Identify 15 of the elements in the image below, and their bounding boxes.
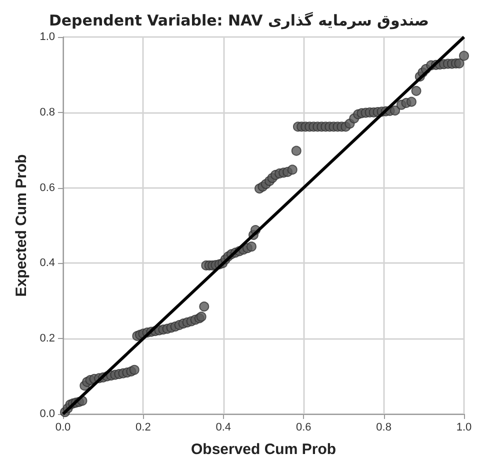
x-tick-label: 0.4	[216, 422, 232, 434]
y-tick-label: 0.2	[40, 332, 55, 345]
x-tick-label: 0.8	[376, 422, 392, 434]
y-axis-title: Expected Cum Prob	[12, 154, 30, 297]
x-axis-title: Observed Cum Prob	[190, 441, 336, 458]
x-tick-label: 0.2	[136, 422, 151, 434]
y-tick-label: 0.4	[40, 257, 55, 270]
y-tick-label: 1.0	[40, 31, 55, 43]
x-tick-label: 0.6	[296, 422, 312, 434]
x-tick-label: 0.0	[55, 422, 71, 434]
y-tick-label: 0.6	[40, 182, 55, 194]
chart-title: Dependent Variable: NAV صندوق سرمایه گذاری	[48, 12, 430, 30]
y-tick-label: 0.8	[40, 106, 55, 118]
x-tick-label: 1.0	[456, 422, 472, 434]
y-tick-label: 0.0	[40, 408, 55, 420]
